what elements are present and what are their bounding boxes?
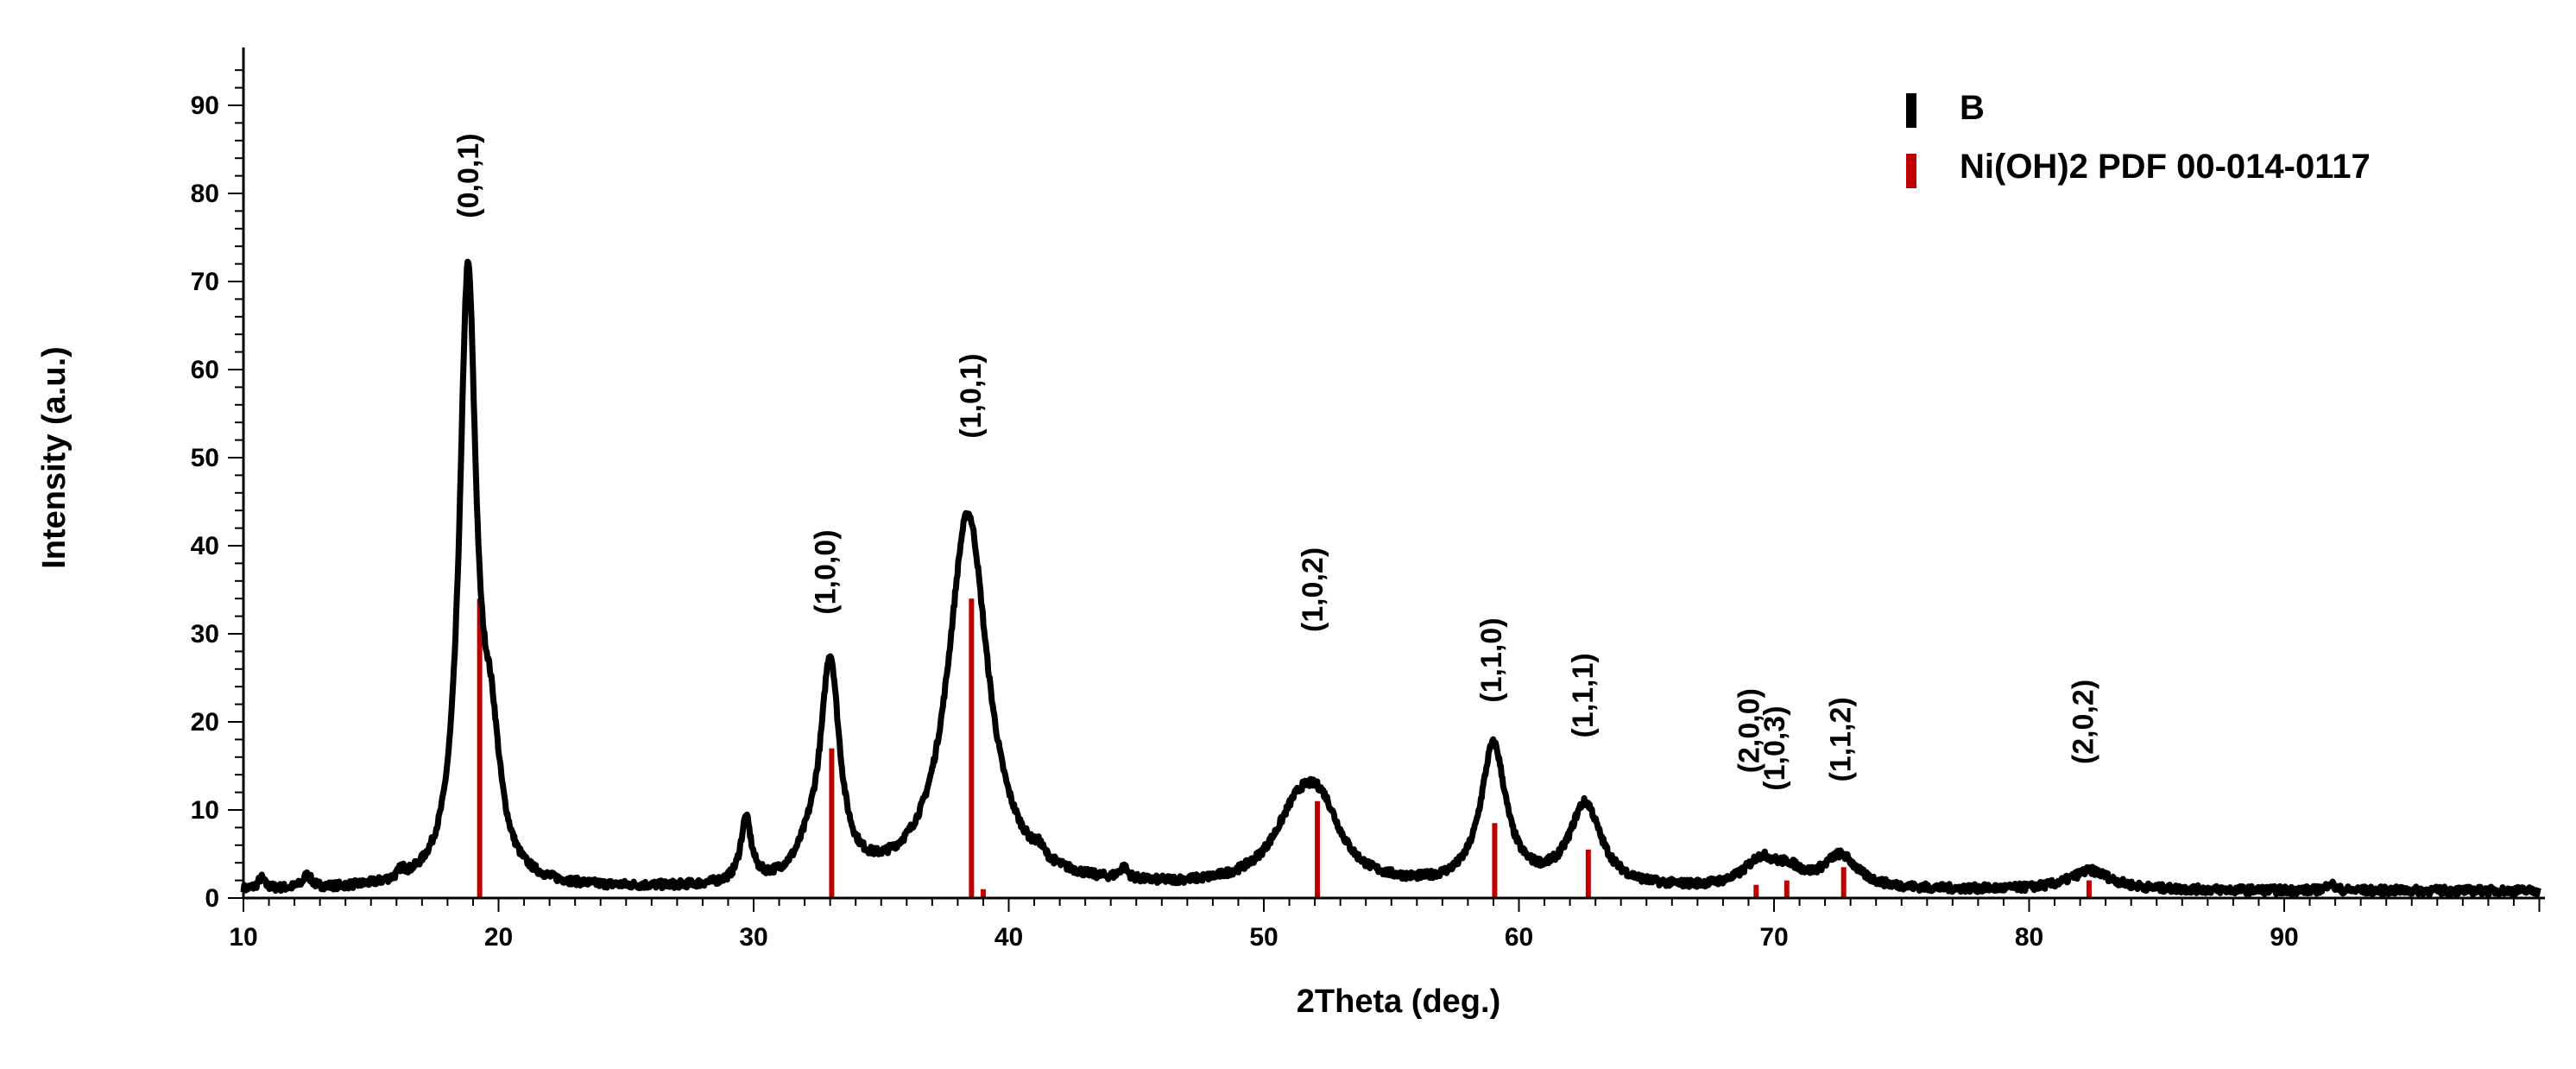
y-tick-label: 70 [191,268,219,296]
peak-label: (1,0,0) [810,529,843,614]
legend: B Ni(OH)2 PDF 00-014-0117 [1906,89,2371,188]
y-tick-label: 80 [191,180,219,208]
x-axis-title: 2Theta (deg.) [1297,984,1500,1020]
y-tick-label: 50 [191,444,219,472]
y-tick-label: 40 [191,532,219,560]
y-tick-label: 20 [191,708,219,737]
peak-label: (1,0,3) [1758,705,1791,790]
y-axis-title: Intensity (a.u.) [36,346,73,569]
reference-lines-group [477,598,2092,898]
series-line-B [240,258,2541,898]
x-tick-label: 70 [1759,923,1788,952]
y-ticks-group: 0 10 20 30 40 50 60 70 80 90 [191,69,243,913]
x-tick-label: 50 [1249,923,1278,952]
y-tick-label: 60 [191,356,219,384]
x-tick-label: 10 [229,923,257,952]
peak-label: (1,1,0) [1475,617,1508,702]
x-tick-label: 30 [739,923,767,952]
peak-label: (1,1,1) [1567,653,1600,737]
peak-label: (2,0,0) [1733,688,1765,773]
x-tick-label: 60 [1505,923,1533,952]
peak-label: (0,0,1) [452,133,485,218]
legend-label-reference: Ni(OH)2 PDF 00-014-0117 [1960,148,2371,186]
y-tick-label: 10 [191,796,219,825]
legend-swatch-B [1906,93,1916,128]
y-tick-label: 30 [191,620,219,648]
legend-swatch-reference [1906,154,1916,188]
y-tick-label: 0 [205,884,219,913]
x-tick-label: 40 [994,923,1023,952]
peak-label: (1,0,1) [955,353,988,438]
x-tick-label: 20 [484,923,513,952]
legend-label-B: B [1960,89,1985,127]
x-tick-label: 80 [2015,923,2043,952]
y-tick-label: 90 [191,92,219,120]
peak-annotations-group: (0,0,1) (1,0,0) (1,0,1) (1,0,2) (1,1,0) (1,1,… [452,133,2100,790]
x-ticks-group: 10 20 30 40 50 60 70 80 90 [229,898,2541,952]
peak-label: (2,0,2) [2067,680,2099,764]
peak-label: (1,0,2) [1297,547,1329,632]
x-tick-label: 90 [2270,923,2298,952]
peak-label: (1,1,2) [1825,697,1858,781]
